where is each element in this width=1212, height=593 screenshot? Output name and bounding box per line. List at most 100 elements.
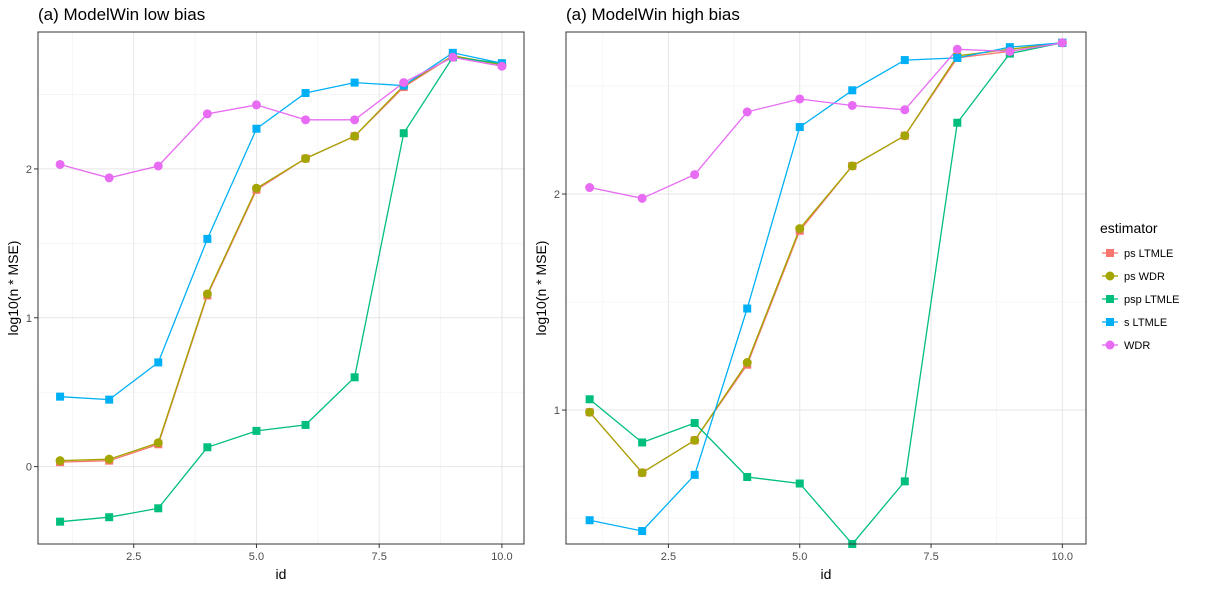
- point-psp-ltmle: [953, 118, 962, 127]
- x-tick-label: 5.0: [792, 551, 807, 563]
- legend-label: psp LTMLE: [1124, 294, 1179, 306]
- point-wdr: [251, 100, 261, 110]
- x-tick-label: 10.0: [1052, 551, 1073, 563]
- point-wdr: [952, 44, 962, 54]
- point-s-ltmle: [350, 78, 359, 87]
- point-ps-wdr: [637, 468, 647, 478]
- legend-key-circle: [1105, 271, 1115, 281]
- point-psp-ltmle: [900, 477, 909, 486]
- point-ps-wdr: [742, 358, 752, 368]
- legend-key-square: [1106, 295, 1114, 303]
- point-s-ltmle: [638, 527, 647, 536]
- point-psp-ltmle: [743, 473, 752, 482]
- point-s-ltmle: [301, 89, 310, 98]
- series-line-s-ltmle: [589, 42, 1063, 532]
- point-wdr: [585, 183, 595, 193]
- x-axis-title: id: [821, 566, 832, 582]
- point-s-ltmle: [203, 234, 212, 243]
- point-s-ltmle: [900, 56, 909, 65]
- point-wdr: [153, 161, 163, 171]
- y-tick-label: 2: [26, 164, 32, 176]
- legend-label: ps WDR: [1124, 271, 1165, 283]
- point-s-ltmle: [105, 395, 114, 404]
- legend-key-circle: [1105, 340, 1115, 350]
- series-line-ps-ltmle: [60, 55, 503, 463]
- series-line-wdr: [589, 42, 1063, 199]
- series-line-psp-ltmle: [589, 42, 1063, 546]
- panel-title: (a) ModelWin high bias: [566, 5, 740, 24]
- y-tick-label: 0: [26, 462, 32, 474]
- point-psp-ltmle: [154, 504, 163, 513]
- point-psp-ltmle: [795, 479, 804, 488]
- legend-label: WDR: [1124, 340, 1150, 352]
- series-line-ps-wdr: [60, 55, 503, 462]
- point-ps-wdr: [795, 224, 805, 234]
- point-wdr: [637, 193, 647, 203]
- point-s-ltmle: [252, 124, 261, 133]
- point-psp-ltmle: [690, 419, 699, 428]
- point-s-ltmle: [795, 123, 804, 132]
- point-wdr: [55, 159, 65, 169]
- point-ps-wdr: [847, 161, 857, 171]
- series-line-ps-wdr: [589, 42, 1063, 474]
- point-s-ltmle: [690, 470, 699, 479]
- legend-item: ps LTMLE: [1102, 248, 1173, 260]
- point-psp-ltmle: [350, 373, 359, 382]
- point-wdr: [350, 115, 360, 125]
- y-tick-label: 1: [554, 405, 560, 417]
- point-ps-wdr: [55, 456, 65, 466]
- legend-item: WDR: [1102, 340, 1150, 352]
- point-s-ltmle: [743, 304, 752, 313]
- panel-title: (a) ModelWin low bias: [38, 5, 205, 24]
- point-wdr: [795, 94, 805, 104]
- y-tick-label: 1: [26, 313, 32, 325]
- point-wdr: [448, 52, 458, 62]
- point-ps-wdr: [104, 454, 114, 464]
- point-psp-ltmle: [105, 513, 114, 522]
- point-wdr: [1005, 46, 1015, 56]
- point-psp-ltmle: [56, 517, 65, 526]
- point-wdr: [1057, 38, 1067, 48]
- legend-key-square: [1106, 249, 1114, 257]
- panel-border: [565, 31, 1087, 545]
- series-line-s-ltmle: [60, 52, 503, 401]
- point-psp-ltmle: [252, 426, 261, 435]
- point-ps-wdr: [251, 183, 261, 193]
- point-s-ltmle: [585, 516, 594, 525]
- x-tick-label: 7.5: [923, 551, 938, 563]
- legend-label: s LTMLE: [1124, 317, 1167, 329]
- point-ps-wdr: [690, 435, 700, 445]
- x-axis-title: id: [276, 566, 287, 582]
- y-tick-label: 2: [554, 189, 560, 201]
- point-s-ltmle: [56, 392, 65, 401]
- x-tick-label: 2.5: [661, 551, 676, 563]
- panel-1: 2.5 5.0 7.5 10.0 0 1 2 (a) ModelWin low bias id l…: [5, 5, 525, 582]
- point-s-ltmle: [953, 53, 962, 62]
- legend: estimator ps LTMLE ps WDR psp LTMLE s LTMLE W…: [1100, 220, 1179, 352]
- legend-key-square: [1106, 318, 1114, 326]
- point-s-ltmle: [154, 358, 163, 367]
- panel-border: [37, 31, 525, 545]
- point-wdr: [104, 173, 114, 183]
- point-wdr: [847, 100, 857, 110]
- point-ps-wdr: [153, 438, 163, 448]
- point-wdr: [690, 170, 700, 180]
- point-wdr: [202, 109, 212, 119]
- point-ps-wdr: [585, 407, 595, 417]
- point-wdr: [742, 107, 752, 117]
- point-wdr: [301, 115, 311, 125]
- point-psp-ltmle: [203, 443, 212, 452]
- point-psp-ltmle: [399, 129, 408, 138]
- x-tick-label: 7.5: [372, 551, 387, 563]
- legend-label: ps LTMLE: [1124, 248, 1173, 260]
- series-line-ps-ltmle: [589, 42, 1063, 474]
- series-line-wdr: [59, 56, 503, 179]
- point-ps-wdr: [350, 131, 360, 141]
- y-axis-title: log10(n * MSE): [533, 241, 549, 336]
- point-wdr: [497, 61, 507, 71]
- x-tick-label: 2.5: [126, 551, 141, 563]
- legend-title: estimator: [1100, 220, 1158, 236]
- y-axis-title: log10(n * MSE): [5, 241, 21, 336]
